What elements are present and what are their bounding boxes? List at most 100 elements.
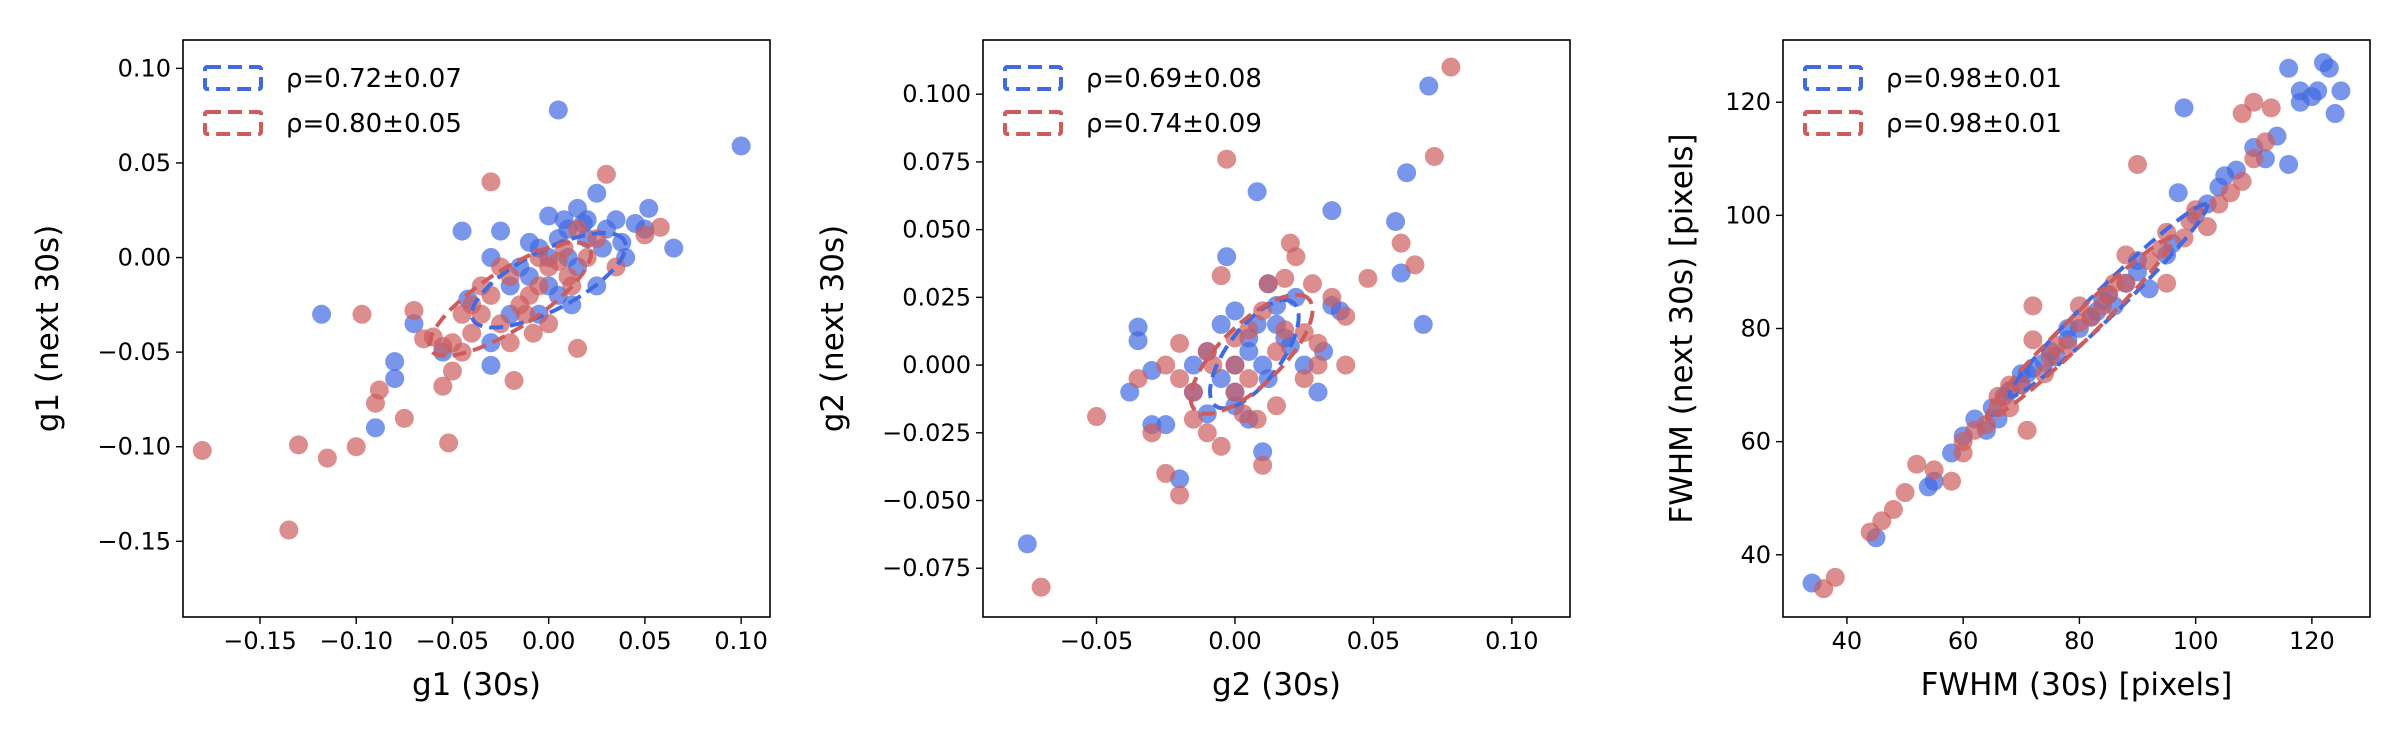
data-point-red xyxy=(442,361,462,381)
data-point-red xyxy=(1860,522,1880,542)
data-point-blue xyxy=(1211,314,1231,334)
data-point-blue xyxy=(1391,263,1411,283)
data-point-red xyxy=(650,217,670,237)
data-point-red xyxy=(1294,369,1314,389)
data-point-blue xyxy=(548,100,568,120)
legend-label: ρ=0.69±0.08 xyxy=(1086,64,1262,94)
legend-swatch-blue xyxy=(1803,65,1863,91)
data-point-red xyxy=(2232,104,2252,124)
data-point-red xyxy=(2255,132,2275,152)
data-point-blue xyxy=(1419,76,1439,96)
series-red xyxy=(1031,57,1461,597)
legend-label: ρ=0.74±0.09 xyxy=(1086,109,1262,139)
data-point-red xyxy=(2081,307,2101,327)
chart-panel-3: 40 60 80 100 120 40 60 80 100 120 FWHM (30s) [pixe… xyxy=(1664,39,2371,703)
y-tick-label: 0.075 xyxy=(902,148,971,176)
data-point-blue xyxy=(1217,247,1237,267)
legend-label: ρ=0.98±0.01 xyxy=(1886,64,2062,94)
x-tick-label: 0.00 xyxy=(1208,627,1261,655)
data-point-red xyxy=(1308,333,1328,353)
chart-panel-2: −0.05 0.00 0.05 0.10 −0.075 −0.050 −0.025 0.000… xyxy=(815,39,1571,703)
legend-label: ρ=0.72±0.07 xyxy=(286,64,462,94)
data-point-red xyxy=(1424,146,1444,166)
correlation-ellipse-red xyxy=(1984,235,2175,422)
x-axis-label: g1 (30s) xyxy=(412,667,541,703)
data-point-blue xyxy=(1128,331,1148,351)
data-point-red xyxy=(1170,485,1190,505)
data-point-red xyxy=(1225,355,1245,375)
y-tick-label: 0.050 xyxy=(902,216,971,244)
data-point-red xyxy=(439,433,459,453)
data-point-red xyxy=(1895,483,1915,503)
data-layer xyxy=(1802,53,2351,599)
data-point-red xyxy=(1183,409,1203,429)
data-point-red xyxy=(2157,273,2177,293)
data-point-blue xyxy=(639,198,659,218)
data-point-red xyxy=(1924,460,1944,480)
data-point-red xyxy=(1308,355,1328,375)
data-point-red xyxy=(2221,183,2241,203)
data-point-red xyxy=(596,164,616,184)
data-point-red xyxy=(1170,333,1190,353)
data-point-red xyxy=(481,172,501,192)
data-point-blue xyxy=(481,355,501,375)
data-point-red xyxy=(1391,233,1411,253)
x-tick-label: 80 xyxy=(2064,627,2095,655)
data-point-blue xyxy=(385,352,405,372)
y-axis-label: g2 (next 30s) xyxy=(815,225,851,433)
x-axis-label: g2 (30s) xyxy=(1212,667,1341,703)
data-point-red xyxy=(1336,306,1356,326)
x-tick-label: 60 xyxy=(1948,627,1979,655)
y-tick-label: 40 xyxy=(1740,541,1771,569)
data-point-red xyxy=(635,225,655,245)
data-point-blue xyxy=(1308,382,1328,402)
data-point-red xyxy=(1211,266,1231,286)
data-point-blue xyxy=(2174,98,2194,118)
legend-label: ρ=0.80±0.05 xyxy=(286,109,462,139)
data-point-red xyxy=(1031,577,1051,597)
y-tick-label: −0.025 xyxy=(882,419,971,447)
legend-swatch-red xyxy=(203,110,263,136)
x-tick-label: 0.05 xyxy=(618,627,671,655)
data-point-red xyxy=(2244,92,2264,112)
x-tick-label: 0.05 xyxy=(1347,627,1400,655)
data-point-red xyxy=(2261,98,2281,118)
data-point-red xyxy=(2128,154,2148,174)
data-point-red xyxy=(1275,320,1295,340)
data-point-red xyxy=(504,371,524,391)
data-point-blue xyxy=(1017,534,1037,554)
data-point-red xyxy=(2069,296,2089,316)
data-point-red xyxy=(1211,436,1231,456)
data-point-red xyxy=(369,380,389,400)
legend-swatch-red xyxy=(1803,110,1863,136)
data-point-red xyxy=(491,314,511,334)
data-point-blue xyxy=(385,369,405,389)
x-tick-label: −0.05 xyxy=(1060,627,1134,655)
legend-label: ρ=0.98±0.01 xyxy=(1886,109,2062,139)
data-point-red xyxy=(1322,287,1342,307)
data-point-red xyxy=(462,323,482,343)
x-tick-label: 120 xyxy=(2289,627,2335,655)
data-point-red xyxy=(2023,330,2043,350)
data-point-red xyxy=(539,314,559,334)
data-point-red xyxy=(1170,369,1190,389)
correlation-ellipse-red xyxy=(1188,292,1315,416)
series-red xyxy=(1814,92,2281,599)
data-point-red xyxy=(1087,407,1107,427)
data-point-blue xyxy=(2325,104,2345,124)
data-point-red xyxy=(1976,415,1996,435)
x-tick-label: −0.10 xyxy=(319,627,393,655)
y-tick-label: 0.000 xyxy=(902,351,971,379)
data-point-red xyxy=(1275,268,1295,288)
y-tick-label: 0.100 xyxy=(902,80,971,108)
data-point-red xyxy=(1405,255,1425,275)
data-point-blue xyxy=(1413,314,1433,334)
y-tick-label: −0.050 xyxy=(882,487,971,515)
data-point-blue xyxy=(404,314,424,334)
data-point-blue xyxy=(2331,81,2351,101)
data-point-blue xyxy=(731,136,751,156)
data-point-blue xyxy=(587,183,607,203)
data-point-red xyxy=(2197,217,2217,237)
y-tick-label: 60 xyxy=(1740,428,1771,456)
